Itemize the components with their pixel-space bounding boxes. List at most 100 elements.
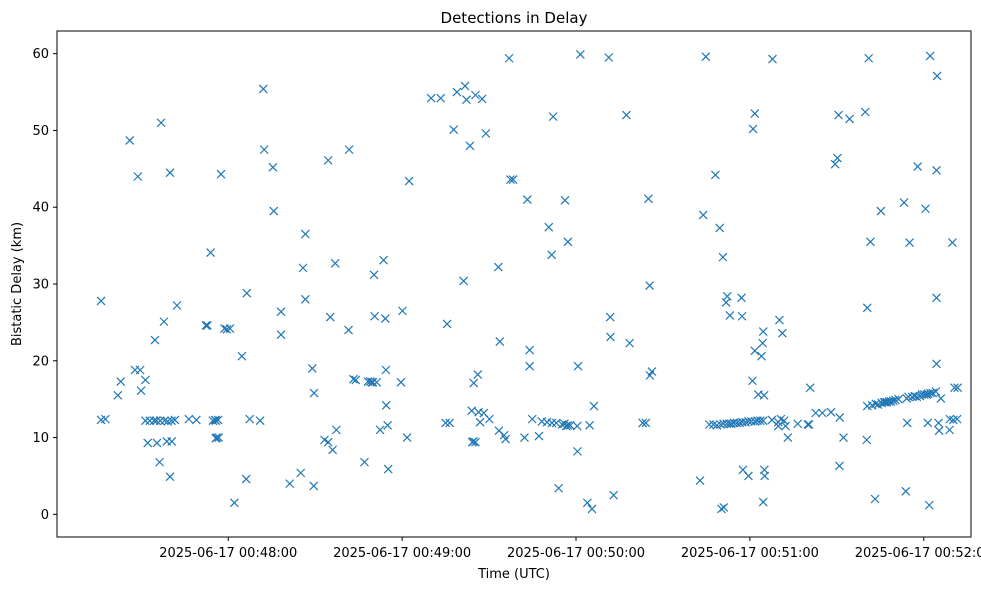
data-point-marker [152, 438, 162, 448]
x-axis-label: Time (UTC) [477, 567, 550, 582]
data-point-marker [544, 222, 554, 232]
data-point-marker [585, 420, 595, 430]
y-tick-label: 10 [32, 431, 49, 446]
data-point-marker [214, 433, 224, 442]
data-point-marker [136, 386, 146, 396]
data-point-marker [268, 162, 278, 172]
data-point-marker [309, 481, 319, 491]
data-point-marker [953, 383, 963, 393]
data-point-marker [864, 53, 874, 63]
data-point-marker [380, 314, 390, 323]
data-point-marker [758, 338, 768, 348]
data-point-marker [229, 498, 239, 508]
x-tick-label: 2025-06-17 00:49:00 [333, 546, 471, 561]
data-point-marker [757, 351, 766, 361]
y-axis: 0 10 20 30 40 50 60 [32, 47, 57, 523]
data-point-marker [525, 345, 535, 355]
data-point-marker [140, 375, 150, 385]
data-point-marker [860, 107, 870, 117]
data-point-marker [459, 276, 469, 286]
data-point-marker [222, 324, 232, 334]
data-point-marker [501, 434, 511, 444]
data-point-marker [932, 293, 941, 303]
x-axis: 2025-06-17 00:48:00 2025-06-17 00:49:00 20… [159, 537, 981, 561]
data-point-marker [360, 457, 369, 467]
plot-area [56, 30, 972, 538]
data-point-marker [758, 327, 768, 337]
data-point-marker [471, 437, 480, 447]
data-point-marker [932, 71, 942, 81]
data-point-marker [96, 296, 106, 306]
data-point-marker [710, 170, 720, 180]
data-point-marker [817, 408, 827, 418]
data-point-marker [125, 135, 135, 145]
data-point-marker [748, 124, 758, 134]
data-point-marker [151, 416, 161, 426]
data-point-marker [184, 414, 194, 424]
data-point-marker [155, 416, 165, 426]
data-point-marker [744, 417, 753, 426]
data-point-marker [383, 420, 393, 430]
data-point-marker [113, 390, 123, 400]
data-point-marker [921, 204, 930, 214]
data-point-marker [565, 420, 575, 430]
data-point-marker [504, 53, 514, 63]
data-point-marker [328, 445, 338, 455]
data-point-marker [145, 416, 155, 426]
data-point-marker [368, 377, 378, 387]
data-point-marker [876, 206, 886, 216]
data-point-marker [936, 393, 946, 403]
data-point-marker [835, 461, 844, 471]
data-point-marker [442, 319, 452, 329]
data-point-marker [902, 418, 912, 428]
y-axis-label: Bistatic Delay (km) [10, 222, 25, 346]
data-point-marker [508, 175, 518, 184]
data-point-marker [638, 418, 648, 428]
data-point-marker [116, 377, 126, 386]
data-point-marker [905, 238, 914, 247]
data-point-marker [622, 110, 631, 120]
data-point-marker [551, 418, 561, 428]
data-point-marker [862, 435, 872, 445]
data-point-marker [913, 162, 923, 171]
data-point-marker [793, 419, 803, 429]
data-point-marker [344, 325, 353, 335]
data-point-marker [625, 338, 635, 348]
data-point-marker [704, 420, 714, 429]
data-point-marker [140, 416, 150, 426]
data-point-marker [573, 446, 582, 456]
data-point-marker [211, 416, 221, 426]
data-point-marker [242, 288, 252, 298]
data-point-marker [554, 483, 564, 493]
data-point-marker [609, 490, 619, 500]
data-point-marker [923, 418, 933, 428]
data-point-marker [296, 468, 306, 478]
data-point-marker [563, 237, 573, 247]
x-tick-label: 2025-06-17 00:50:00 [507, 546, 645, 561]
data-point-marker [722, 291, 732, 301]
data-point-marker [449, 125, 459, 135]
data-point-marker [945, 414, 955, 424]
data-point-marker [331, 425, 341, 435]
data-point-marker [934, 426, 944, 436]
data-point-marker [372, 377, 382, 387]
data-point-marker [212, 433, 222, 442]
data-point-marker [645, 281, 655, 290]
data-point-marker [201, 321, 211, 330]
data-point-marker [826, 407, 836, 417]
data-point-marker [276, 307, 286, 317]
data-point-marker [718, 252, 728, 262]
data-point-marker [381, 365, 391, 375]
plot-frame [56, 30, 972, 538]
data-point-marker [527, 414, 537, 424]
data-point-marker [159, 317, 169, 327]
data-point-marker [426, 93, 436, 103]
data-point-marker [155, 457, 165, 467]
data-point-marker [330, 258, 340, 268]
data-point-marker [870, 494, 880, 504]
data-point-marker [259, 145, 269, 155]
data-point-marker [369, 270, 379, 280]
data-point-marker [307, 364, 317, 373]
data-point-marker [950, 383, 959, 393]
